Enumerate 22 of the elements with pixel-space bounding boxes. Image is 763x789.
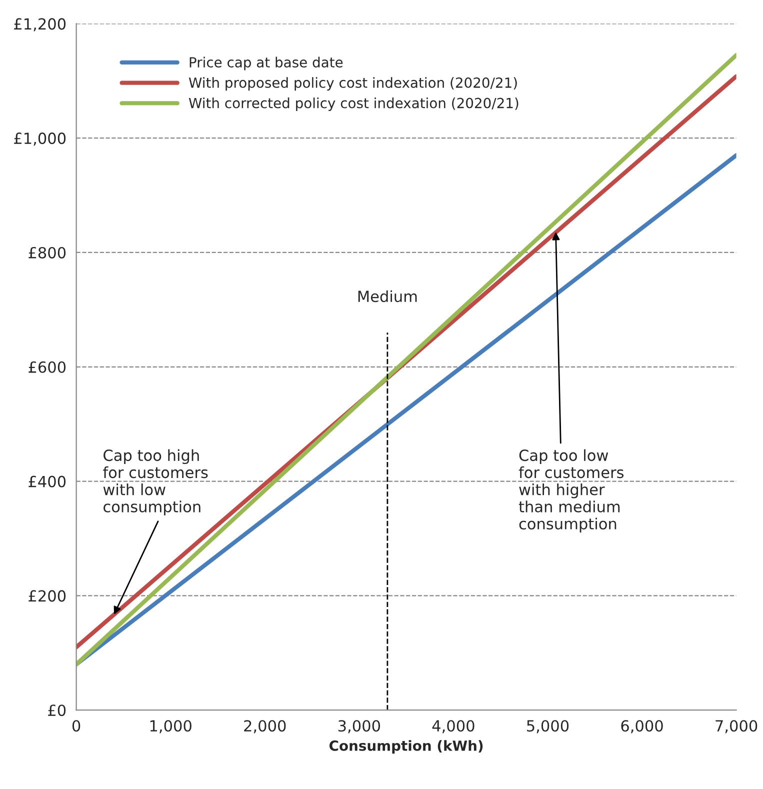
y-tick-label: £0 (48, 704, 66, 716)
legend-label: Price cap at base date (190, 56, 343, 70)
y-tick-label: £800 (28, 246, 66, 258)
y-tick-label: £400 (28, 476, 66, 488)
legend-label: With proposed policy cost indexation (2020/21) (188, 77, 517, 91)
annotation: Cap too low for customers with higher than medium consumption (518, 449, 624, 532)
x-tick-label: 4,000 (432, 720, 474, 734)
x-tick-label: 5,000 (527, 720, 569, 734)
x-tick-label: 1,000 (150, 720, 192, 734)
x-tick-label: 7,000 (716, 720, 758, 734)
annotation: Cap too high for customers with low consumption (103, 449, 208, 516)
x-tick-label: 0 (72, 720, 80, 732)
ref-line-label: Medium (358, 290, 417, 302)
x-axis-title: Consumption (kWh) (329, 740, 483, 754)
y-tick-label: £600 (28, 361, 66, 373)
x-tick-label: 2,000 (244, 720, 286, 734)
legend-label: With corrected policy cost indexation (2020/21) (188, 98, 518, 111)
x-tick-label: 6,000 (621, 720, 663, 734)
y-tick-label: £1,000 (14, 132, 66, 146)
y-tick-label: £1,200 (14, 18, 66, 32)
x-tick-label: 3,000 (338, 720, 380, 734)
y-tick-label: £200 (28, 590, 66, 602)
